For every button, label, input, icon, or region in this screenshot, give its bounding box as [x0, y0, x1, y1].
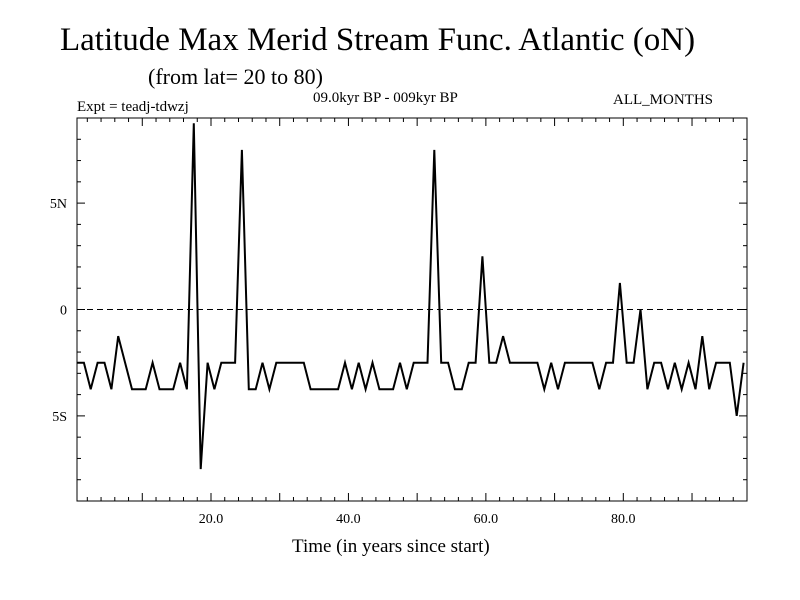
y-tick-label: 5N: [50, 197, 67, 212]
period-label: 09.0kyr BP - 009kyr BP: [313, 90, 458, 106]
series-line-latitude-max: [77, 123, 745, 470]
x-tick-label: 40.0: [336, 512, 361, 527]
x-axis-label: Time (in years since start): [292, 536, 490, 557]
x-tick-label: 20.0: [199, 512, 224, 527]
experiment-label: Expt = teadj-tdwzj: [77, 99, 189, 115]
chart-title: Latitude Max Merid Stream Func. Atlantic…: [60, 22, 696, 58]
x-tick-label: 60.0: [474, 512, 499, 527]
x-tick-label: 80.0: [611, 512, 636, 527]
chart-subtitle: (from lat= 20 to 80): [148, 64, 323, 89]
months-label: ALL_MONTHS: [613, 92, 713, 108]
y-tick-label: 5S: [52, 410, 67, 425]
y-tick-label: 0: [60, 304, 67, 319]
